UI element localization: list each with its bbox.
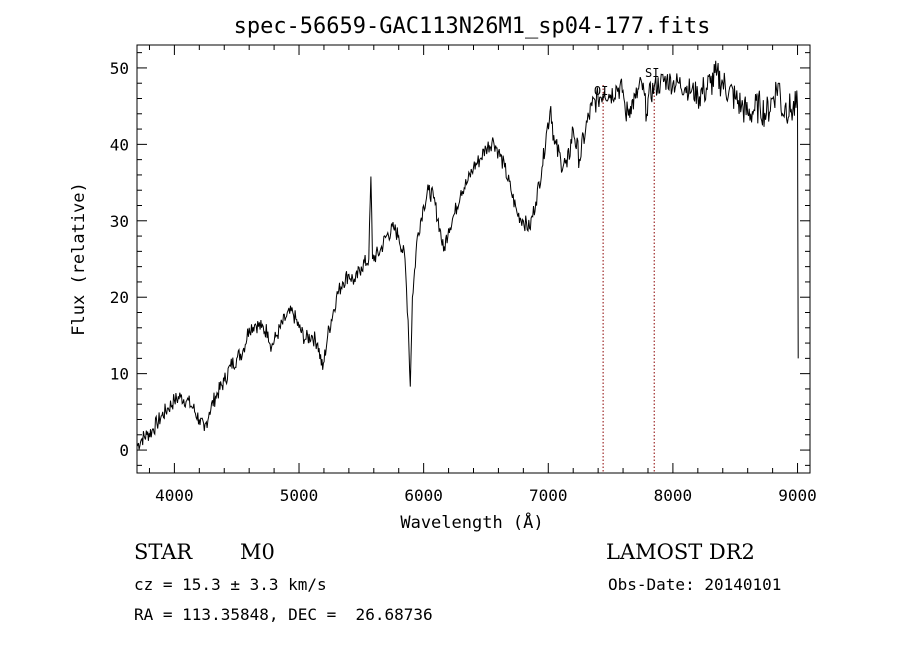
axis-ticks — [137, 45, 810, 473]
y-tick-label: 40 — [110, 135, 129, 154]
plot-frame — [136, 44, 811, 474]
x-tick-label: 9000 — [778, 486, 817, 505]
object-type: STAR — [134, 540, 193, 564]
x-tick-label: 8000 — [654, 486, 693, 505]
x-tick-label: 4000 — [155, 486, 194, 505]
y-tick-label: 30 — [110, 212, 129, 231]
x-tick-label: 5000 — [280, 486, 319, 505]
y-axis-label: Flux (relative) — [69, 182, 89, 336]
coordinates-text: RA = 113.35848, DEC = 26.68736 — [134, 605, 433, 624]
marker-label-1: SI — [645, 66, 659, 80]
axis-tick-labels: 4000 5000 6000 7000 8000 9000 0 10 20 30 40 50 — [110, 59, 817, 505]
object-subclass: M0 — [240, 540, 275, 564]
survey-name: LAMOST DR2 — [606, 540, 755, 564]
chart-title: spec-56659-GAC113N26M1_sp04-177.fits — [234, 14, 711, 39]
spectrum-series-line — [136, 60, 799, 450]
obs-date-text: Obs-Date: 20140101 — [608, 575, 782, 594]
y-tick-label: 0 — [119, 441, 129, 460]
x-tick-label: 6000 — [404, 486, 443, 505]
y-tick-label: 10 — [110, 365, 129, 384]
velocity-text: cz = 15.3 ± 3.3 km/s — [134, 575, 327, 594]
x-tick-label: 7000 — [529, 486, 568, 505]
x-axis-label: Wavelength (Å) — [400, 511, 543, 533]
y-tick-label: 20 — [110, 288, 129, 307]
y-tick-label: 50 — [110, 59, 129, 78]
